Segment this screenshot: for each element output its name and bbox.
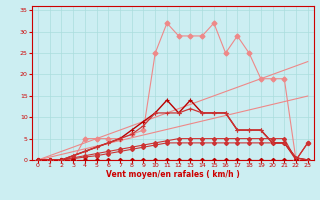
X-axis label: Vent moyen/en rafales ( km/h ): Vent moyen/en rafales ( km/h )	[106, 170, 240, 179]
